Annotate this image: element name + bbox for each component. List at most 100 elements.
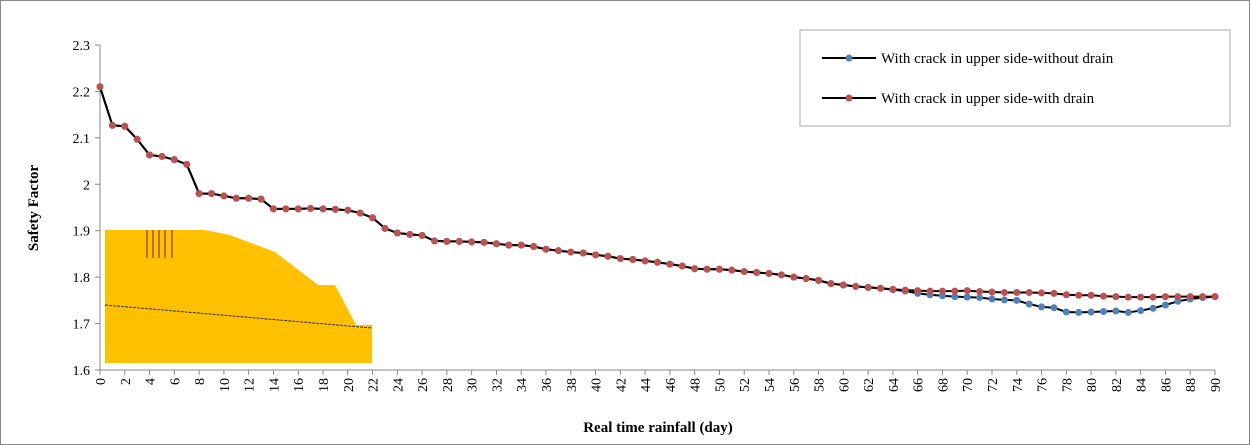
y-tick-label: 1.9 [73, 225, 91, 240]
data-point [654, 258, 661, 266]
x-tick-label: 8 [193, 378, 208, 385]
x-tick-label: 2 [119, 378, 134, 385]
x-tick-label: 40 [590, 378, 605, 392]
x-tick-label: 52 [738, 378, 753, 392]
x-tick-label: 26 [416, 378, 431, 392]
data-point [1087, 291, 1095, 299]
data-point [1000, 288, 1008, 296]
data-point [666, 260, 674, 268]
data-point [790, 273, 798, 281]
data-point [753, 269, 761, 276]
data-point [492, 240, 500, 248]
data-point [976, 288, 984, 296]
data-point [294, 205, 302, 213]
data-point [108, 121, 116, 129]
data-point [715, 265, 723, 273]
data-point [827, 280, 835, 288]
x-tick-label: 68 [936, 378, 951, 392]
data-point [839, 281, 847, 289]
data-point [517, 241, 525, 249]
data-point [443, 237, 451, 245]
y-tick-label: 1.7 [73, 318, 91, 333]
data-point [1025, 288, 1033, 296]
x-tick-label: 46 [664, 378, 679, 392]
legend-marker [845, 54, 853, 62]
data-point [815, 276, 823, 284]
x-tick-label: 66 [912, 378, 927, 392]
data-point [1137, 293, 1145, 301]
data-point [567, 248, 575, 256]
x-tick-label: 84 [1135, 378, 1150, 392]
data-point [901, 286, 909, 294]
x-tick-label: 86 [1159, 378, 1174, 392]
data-point [1211, 293, 1219, 301]
x-tick-label: 16 [292, 378, 307, 392]
data-point [616, 255, 624, 263]
x-tick-label: 78 [1060, 378, 1075, 392]
inset-slope-diagram [104, 230, 373, 363]
data-point [1149, 304, 1157, 312]
x-tick-label: 18 [317, 378, 332, 392]
data-point [232, 194, 240, 202]
data-point [1050, 289, 1058, 297]
data-point [1013, 296, 1021, 304]
data-point [976, 294, 984, 302]
data-point [604, 252, 612, 260]
x-tick-label: 72 [986, 378, 1001, 392]
data-point [864, 283, 872, 291]
data-point [96, 83, 104, 91]
data-point [381, 224, 389, 232]
data-point [530, 243, 538, 250]
x-tick-label: 24 [391, 378, 406, 392]
y-tick-label: 2 [83, 178, 90, 193]
y-tick-label: 2.3 [73, 39, 91, 54]
data-point [505, 241, 513, 249]
data-point [728, 266, 736, 274]
x-tick-label: 28 [441, 378, 456, 392]
x-tick-label: 0 [94, 378, 109, 385]
data-point [269, 205, 277, 213]
data-point [1075, 308, 1083, 316]
data-point [579, 249, 587, 257]
slope-body [105, 230, 372, 363]
data-point [1137, 307, 1145, 315]
x-tick-label: 30 [466, 378, 481, 392]
data-point [1075, 291, 1083, 299]
x-tick-label: 90 [1209, 378, 1224, 392]
data-point [592, 251, 600, 259]
data-point [629, 256, 637, 263]
x-tick-label: 38 [565, 378, 580, 392]
cracks [146, 230, 173, 258]
data-point [331, 205, 339, 213]
y-tick-label: 1.6 [73, 364, 91, 379]
x-tick-label: 42 [614, 378, 629, 392]
x-tick-label: 20 [342, 378, 357, 392]
data-point [691, 265, 699, 273]
data-point [1161, 293, 1169, 301]
data-point [195, 190, 203, 198]
data-point [1013, 288, 1021, 296]
data-point [641, 257, 649, 265]
data-point [393, 229, 401, 237]
data-point [1100, 292, 1107, 300]
data-point [369, 214, 377, 222]
data-point [951, 287, 959, 295]
data-point [183, 160, 191, 168]
data-point [1000, 296, 1008, 304]
data-point [146, 151, 154, 159]
data-point [208, 190, 215, 198]
data-point [468, 238, 476, 246]
data-point [1112, 307, 1120, 315]
x-tick-label: 48 [689, 378, 704, 392]
legend [799, 29, 1231, 127]
y-tick-label: 1.8 [73, 271, 91, 286]
x-tick-label: 12 [243, 378, 258, 392]
data-point [158, 152, 166, 160]
data-point [678, 262, 686, 270]
x-tick-label: 82 [1110, 378, 1125, 392]
data-point [133, 135, 141, 143]
data-point [1100, 308, 1107, 315]
data-point [220, 192, 228, 200]
data-point [1161, 301, 1169, 309]
water-table [104, 304, 373, 329]
